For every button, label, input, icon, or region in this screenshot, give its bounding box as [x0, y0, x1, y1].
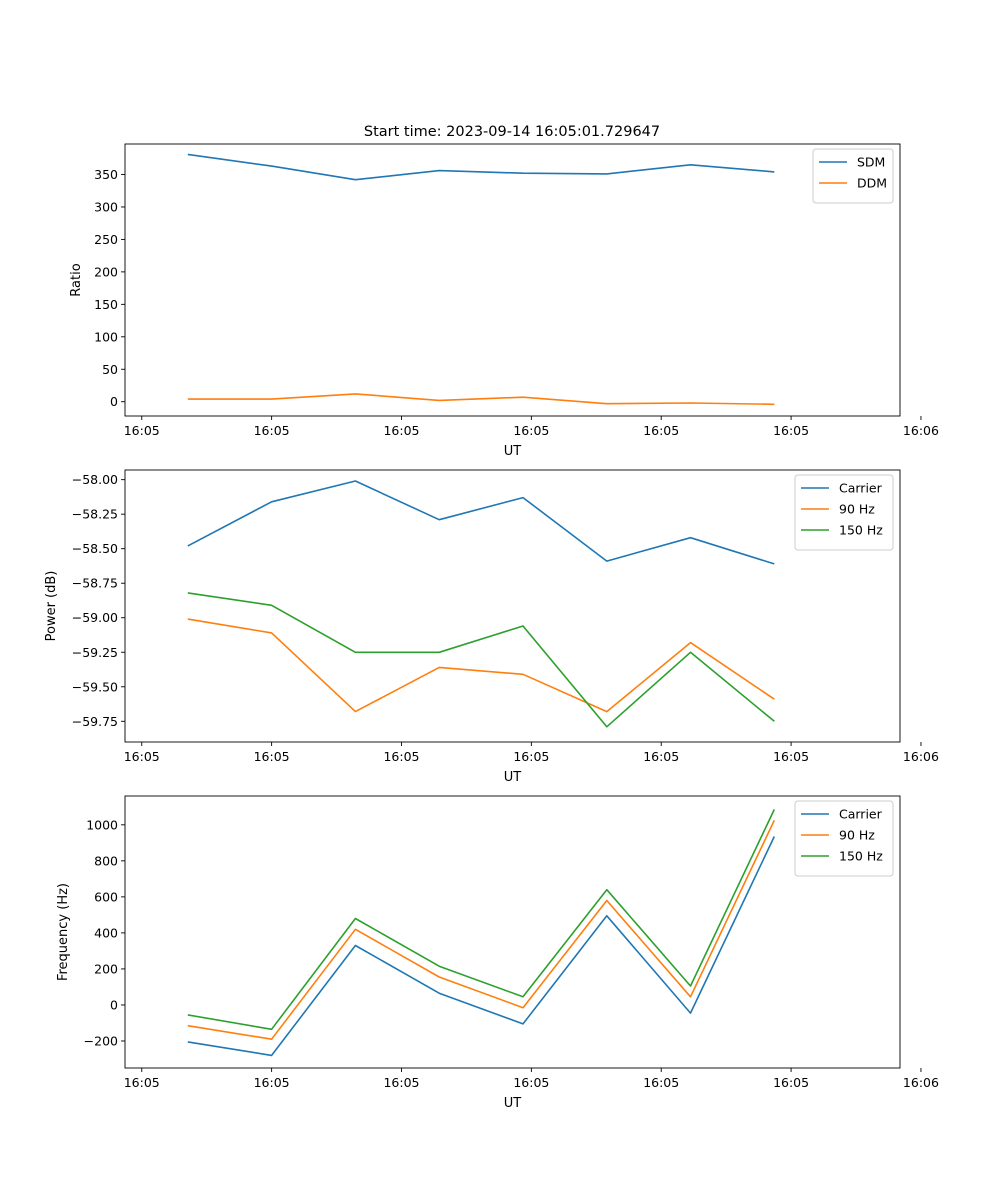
y-tick-label: −59.75: [72, 714, 118, 729]
y-tick-label: 600: [94, 889, 118, 904]
subplot-3: 16:05 16:05 16:05 16:05 16:05 16:05 16:06 −200 0…: [56, 795, 939, 1111]
legend-label-150-hz: 150 Hz: [839, 849, 883, 864]
plots-container: 16:05 16:05 16:05 16:05 16:05 16:05 16:06 0 50 10…: [44, 143, 939, 1111]
legend-label-90-hz: 90 Hz: [839, 502, 875, 517]
axes-frame: [124, 469, 901, 743]
y-tick-label: 0: [110, 997, 118, 1012]
x-tick-label: 16:05: [254, 749, 290, 764]
y-tick-label: −59.00: [72, 610, 118, 625]
y-tick-label: 50: [102, 362, 118, 377]
legend-label-150-hz: 150 Hz: [839, 523, 883, 538]
x-axis-label: UT: [504, 444, 522, 459]
x-tick-label: 16:06: [903, 1075, 939, 1090]
series-line-150-hz: [187, 809, 776, 1031]
x-axis-label: UT: [504, 1096, 522, 1111]
axes-frame: [124, 795, 901, 1069]
y-tick-label: −58.50: [72, 541, 118, 556]
x-tick-label: 16:05: [124, 1075, 160, 1090]
x-axis-label: UT: [504, 770, 522, 785]
y-tick-label: −58.25: [72, 507, 118, 522]
series-line-carrier: [187, 836, 776, 1057]
series-line-90-hz: [187, 819, 776, 1040]
x-tick-label: 16:05: [643, 423, 679, 438]
y-axis-label: Ratio: [69, 263, 84, 296]
y-axis-label: Power (dB): [44, 571, 59, 642]
y-tick-label: 350: [94, 167, 118, 182]
subplot-2: 16:05 16:05 16:05 16:05 16:05 16:05 16:06 −59.7…: [44, 469, 939, 785]
x-tick-label: 16:05: [383, 1075, 419, 1090]
legend-label-carrier: Carrier: [839, 481, 883, 496]
series-line-sdm: [187, 153, 775, 181]
subplot-1: 16:05 16:05 16:05 16:05 16:05 16:05 16:06 0 50 10…: [69, 143, 939, 459]
legend-box: [794, 474, 894, 551]
y-tick-label: 0: [110, 394, 118, 409]
legend-label-carrier: Carrier: [839, 807, 883, 822]
legend-label-90-hz: 90 Hz: [839, 828, 875, 843]
x-tick-label: 16:05: [124, 749, 160, 764]
y-tick-label: 250: [94, 232, 118, 247]
y-tick-label: −59.50: [72, 679, 118, 694]
x-tick-label: 16:05: [254, 423, 290, 438]
legend: SDM DDM: [812, 148, 894, 204]
x-tick-label: 16:05: [513, 1075, 549, 1090]
series-line-150-hz: [187, 592, 775, 728]
x-tick-label: 16:05: [643, 749, 679, 764]
x-tick-label: 16:05: [254, 1075, 290, 1090]
y-tick-label: −59.25: [72, 645, 118, 660]
y-tick-label: −58.75: [72, 576, 118, 591]
x-tick-label: 16:05: [773, 749, 809, 764]
x-tick-label: 16:05: [383, 423, 419, 438]
y-axis-label: Frequency (Hz): [56, 883, 71, 981]
x-tick-label: 16:06: [903, 749, 939, 764]
axes-frame: [124, 143, 901, 417]
x-tick-label: 16:05: [773, 1075, 809, 1090]
x-tick-label: 16:05: [124, 423, 160, 438]
series-line-carrier: [187, 480, 775, 565]
y-tick-label: 200: [94, 264, 118, 279]
series-line-ddm: [187, 393, 775, 406]
y-tick-label: 100: [94, 329, 118, 344]
figure-title: Start time: 2023-09-14 16:05:01.729647: [364, 124, 660, 140]
y-tick-label: −200: [84, 1033, 118, 1048]
y-tick-label: −58.00: [72, 472, 118, 487]
x-tick-label: 16:05: [383, 749, 419, 764]
legend-label-sdm: SDM: [857, 155, 885, 170]
legend: Carrier 90 Hz 150 Hz: [794, 800, 894, 877]
legend: Carrier 90 Hz 150 Hz: [794, 474, 894, 551]
y-tick-label: 800: [94, 853, 118, 868]
y-tick-label: 150: [94, 297, 118, 312]
y-tick-label: 1000: [86, 817, 118, 832]
x-tick-label: 16:06: [903, 423, 939, 438]
x-tick-label: 16:05: [773, 423, 809, 438]
y-tick-label: 200: [94, 961, 118, 976]
y-tick-label: 300: [94, 199, 118, 214]
x-tick-label: 16:05: [513, 749, 549, 764]
series-line-90-hz: [187, 618, 775, 713]
x-tick-label: 16:05: [643, 1075, 679, 1090]
legend-box: [794, 800, 894, 877]
x-tick-label: 16:05: [513, 423, 549, 438]
legend-label-ddm: DDM: [857, 176, 887, 191]
y-tick-label: 400: [94, 925, 118, 940]
